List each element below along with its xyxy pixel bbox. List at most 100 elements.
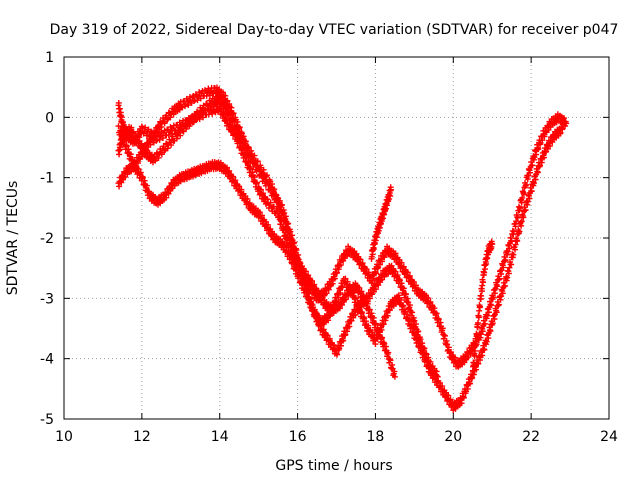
data-point [385, 349, 392, 356]
data-point [291, 261, 298, 268]
data-point [185, 101, 192, 108]
data-point [508, 238, 515, 245]
data-point [196, 116, 203, 123]
data-point [388, 262, 395, 269]
data-point [247, 165, 254, 172]
data-point [241, 151, 248, 158]
data-point [534, 169, 541, 176]
data-point [155, 154, 162, 161]
data-point [280, 226, 287, 233]
data-point [119, 118, 126, 125]
data-point [559, 126, 566, 133]
data-point [471, 347, 478, 354]
x-tick-label: 20 [444, 429, 462, 445]
data-point [279, 238, 286, 245]
data-point [300, 280, 307, 287]
data-point [380, 321, 387, 328]
data-point [435, 316, 442, 323]
data-point [406, 272, 413, 279]
data-point [278, 218, 285, 225]
data-point [512, 241, 519, 248]
data-point [394, 272, 401, 279]
data-point [485, 335, 492, 342]
data-point [400, 285, 407, 292]
data-point [472, 342, 479, 349]
data-point [528, 188, 535, 195]
data-point [191, 98, 198, 105]
data-point [506, 245, 513, 252]
data-point [526, 195, 533, 202]
data-point [541, 133, 548, 140]
data-point [285, 220, 292, 227]
data-point [523, 181, 530, 188]
data-point [473, 331, 480, 338]
data-point [121, 137, 128, 144]
data-point [265, 221, 272, 228]
series-track-6 [469, 238, 496, 378]
data-point [281, 210, 288, 217]
data-point [481, 320, 488, 327]
data-point [413, 282, 420, 289]
data-point [164, 145, 171, 152]
data-point [517, 205, 524, 212]
data-point [118, 114, 125, 121]
data-point [500, 264, 507, 271]
data-point [439, 383, 446, 390]
data-point [479, 352, 486, 359]
data-point [248, 154, 255, 161]
data-point [258, 212, 265, 219]
data-point [264, 196, 271, 203]
data-point [373, 234, 380, 241]
y-tick-label: 0 [45, 110, 54, 126]
data-point [445, 344, 452, 351]
data-point [325, 286, 332, 293]
data-point [291, 239, 298, 246]
data-point [403, 291, 410, 298]
data-point [365, 269, 372, 276]
data-point [483, 338, 490, 345]
data-point [372, 341, 379, 348]
data-point [510, 251, 517, 258]
data-point [359, 309, 366, 316]
data-point [317, 290, 324, 297]
data-point [518, 218, 525, 225]
data-point [532, 176, 539, 183]
marks-layer [115, 84, 570, 414]
data-point [165, 131, 172, 138]
data-point [535, 146, 542, 153]
data-point [260, 175, 267, 182]
data-point [376, 224, 383, 231]
data-point [320, 326, 327, 333]
data-point [398, 296, 405, 303]
data-point [411, 317, 418, 324]
data-point [494, 283, 501, 290]
data-point [282, 229, 289, 236]
data-point [270, 187, 277, 194]
series-track-3 [115, 101, 398, 380]
data-point [530, 180, 537, 187]
data-point [230, 117, 237, 124]
data-point [142, 124, 149, 131]
data-point [417, 336, 424, 343]
data-point [348, 317, 355, 324]
data-point [478, 288, 485, 295]
data-point [294, 266, 301, 273]
data-point [415, 328, 422, 335]
data-point [143, 182, 150, 189]
data-point [448, 349, 455, 356]
data-point [260, 190, 267, 197]
data-point [512, 246, 519, 253]
x-tick-label: 16 [289, 429, 307, 445]
data-point [480, 279, 487, 286]
data-point [484, 254, 491, 261]
data-point [513, 218, 520, 225]
y-axis-label: SDTVAR / TECUs [5, 181, 21, 296]
data-point [244, 145, 251, 152]
data-point [366, 295, 373, 302]
data-point [524, 198, 531, 205]
data-point [257, 168, 264, 175]
data-point [194, 97, 201, 104]
data-point [236, 128, 243, 135]
